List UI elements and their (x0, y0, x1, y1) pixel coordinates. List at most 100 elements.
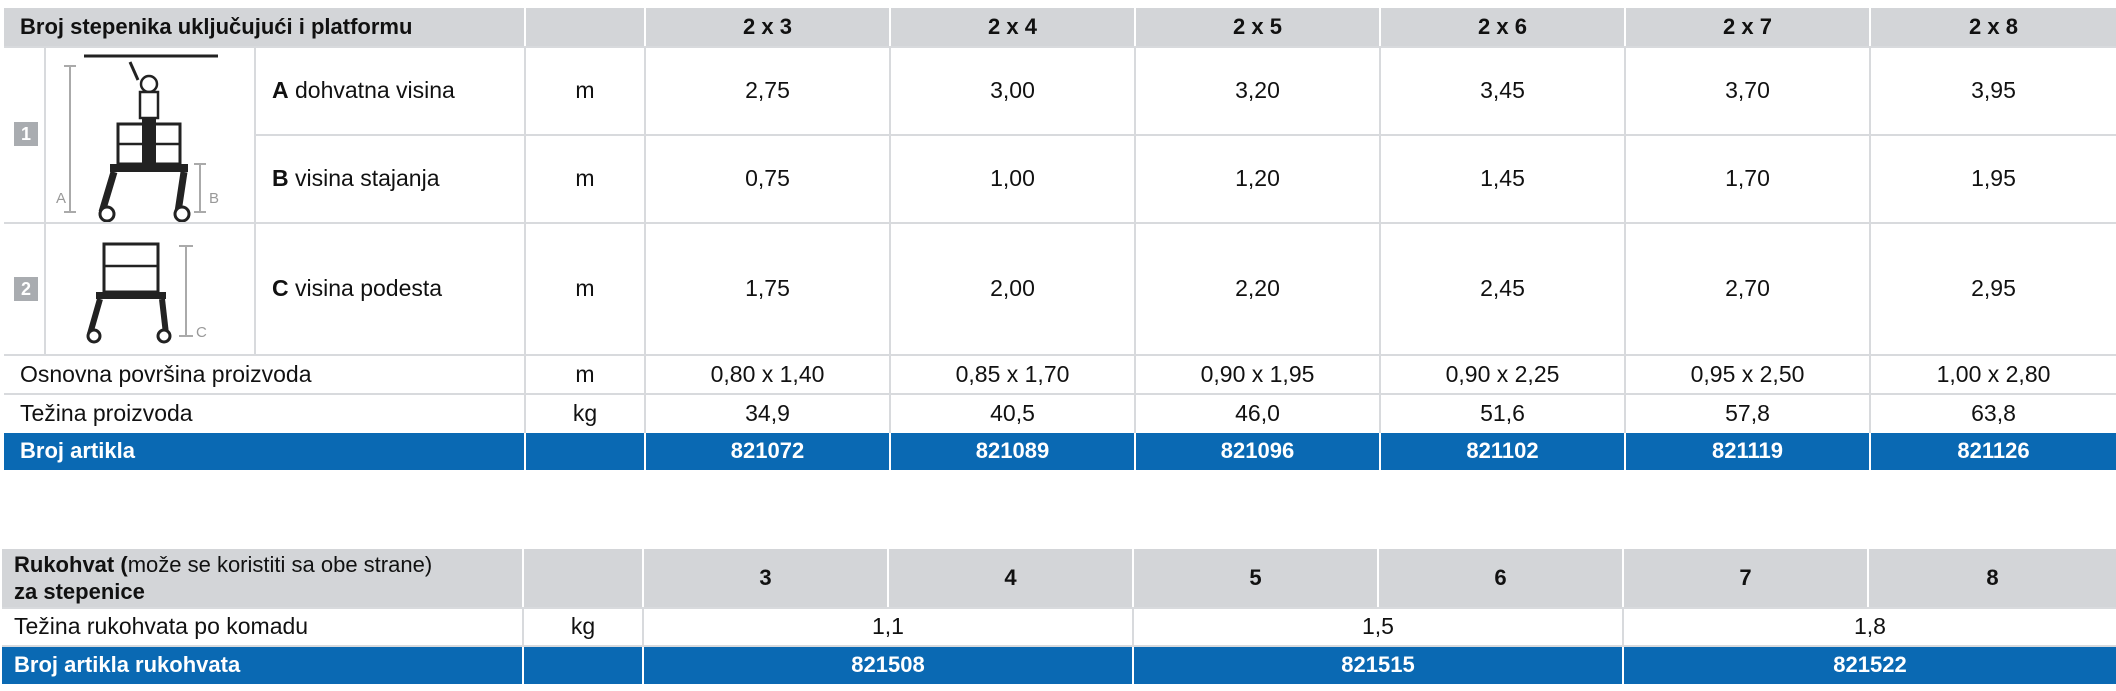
handrail-article-number: 821522 (1624, 647, 2116, 684)
divider (2, 607, 2116, 609)
divider (4, 46, 2116, 48)
article-number: 821072 (646, 433, 889, 470)
header-col-1: 2 x 3 (646, 8, 889, 46)
handrail-article-number: 821515 (1134, 647, 1622, 684)
article-number: 821089 (891, 433, 1134, 470)
base-area-value: 0,80 x 1,40 (710, 360, 825, 387)
weight-value: 57,8 (1725, 399, 1770, 426)
base-area-label: Osnovna površina proizvoda (20, 360, 312, 387)
divider (524, 433, 526, 470)
header-label: Broj stepenika uključujući i platformu (4, 8, 524, 46)
weight-value: 34,9 (745, 399, 790, 426)
weight-label: Težina proizvoda (20, 399, 193, 426)
handrail-weight-value: 1,1 (872, 613, 904, 640)
weight-value: 63,8 (1971, 399, 2016, 426)
divider (1134, 433, 1136, 470)
handrail-header-unit-cell (524, 549, 642, 607)
handrail-weight-value: 1,8 (1854, 613, 1886, 640)
header-col-6: 2 x 8 (1871, 8, 2116, 46)
base-area-value: 0,95 x 2,50 (1690, 360, 1805, 387)
divider (1624, 8, 1626, 433)
group-2-number: 2 (14, 277, 38, 301)
handrail-weight-unit: kg (570, 613, 596, 640)
handrail-col: 6 (1379, 549, 1622, 607)
divider (1624, 433, 1626, 470)
divider (4, 222, 2116, 224)
divider (1379, 433, 1381, 470)
row-a-value: 3,20 (1235, 77, 1280, 104)
handrail-article-number: 821508 (644, 647, 1132, 684)
divider (644, 433, 646, 470)
divider (1134, 8, 1136, 433)
divider (642, 647, 644, 684)
divider (44, 46, 46, 354)
handrail-weight-label: Težina rukohvata po komadu (14, 613, 309, 640)
handrail-col: 7 (1624, 549, 1867, 607)
row-c-value: 2,45 (1480, 275, 1525, 302)
divider (524, 8, 526, 46)
row-c-value: 2,20 (1235, 275, 1280, 302)
header-col-3: 2 x 5 (1136, 8, 1379, 46)
article-number: 821119 (1626, 433, 1869, 470)
row-a-value: 2,75 (745, 77, 790, 104)
divider (889, 8, 891, 433)
divider (1869, 8, 1871, 433)
header-col-2: 2 x 4 (891, 8, 1134, 46)
article-number: 821096 (1136, 433, 1379, 470)
divider (1379, 8, 1381, 46)
row-a-label: A dohvatna visina (272, 77, 455, 104)
ladder-person-diagram: A B (56, 54, 219, 223)
weight-value: 46,0 (1235, 399, 1280, 426)
weight-value: 51,6 (1480, 399, 1525, 426)
row-b-value: 1,70 (1725, 165, 1770, 192)
base-area-value: 0,90 x 1,95 (1200, 360, 1315, 387)
article-label: Broj artikla (4, 433, 524, 470)
divider (642, 607, 644, 647)
row-c-value: 2,70 (1725, 275, 1770, 302)
row-b-value: 1,95 (1971, 165, 2016, 192)
divider (1379, 8, 1381, 433)
divider (524, 8, 526, 433)
svg-text:B: B (209, 190, 219, 207)
handrail-article-label: Broj artikla rukohvata (2, 647, 522, 684)
handrail-header: Rukohvat (može se koristiti sa obe stran… (2, 549, 522, 607)
divider (1869, 433, 1871, 470)
divider (1622, 549, 1624, 607)
platform-diagram: C (86, 242, 207, 344)
divider (889, 433, 891, 470)
header-col-4: 2 x 6 (1381, 8, 1624, 46)
article-number: 821126 (1871, 433, 2116, 470)
divider (1132, 549, 1134, 607)
svg-text:A: A (56, 190, 66, 207)
divider (522, 647, 524, 684)
divider (642, 549, 644, 607)
article-number: 821102 (1381, 433, 1624, 470)
base-area-unit: m (575, 360, 595, 387)
divider (522, 549, 524, 607)
row-c-value: 1,75 (745, 275, 790, 302)
row-a-value: 3,45 (1480, 77, 1525, 104)
base-area-value: 0,85 x 1,70 (955, 360, 1070, 387)
divider (4, 393, 2116, 395)
divider (1622, 607, 1624, 647)
divider (4, 354, 2116, 356)
row-b-unit: m (575, 165, 595, 192)
divider (1624, 8, 1626, 46)
divider (256, 134, 2116, 136)
row-a-value: 3,95 (1971, 77, 2016, 104)
svg-text:C: C (196, 324, 207, 341)
header-unit-cell (526, 8, 644, 46)
row-b-value: 1,00 (990, 165, 1035, 192)
row-b-value: 0,75 (745, 165, 790, 192)
divider (2, 645, 2116, 647)
handrail-col: 4 (889, 549, 1132, 607)
handrail-weight-value: 1,5 (1362, 613, 1394, 640)
handrail-col: 3 (644, 549, 887, 607)
divider (644, 8, 646, 46)
article-unit-cell (526, 433, 644, 470)
group-1-number: 1 (14, 122, 38, 146)
divider (1132, 647, 1134, 684)
base-area-value: 0,90 x 2,25 (1445, 360, 1560, 387)
row-a-value: 3,70 (1725, 77, 1770, 104)
row-c-value: 2,95 (1971, 275, 2016, 302)
